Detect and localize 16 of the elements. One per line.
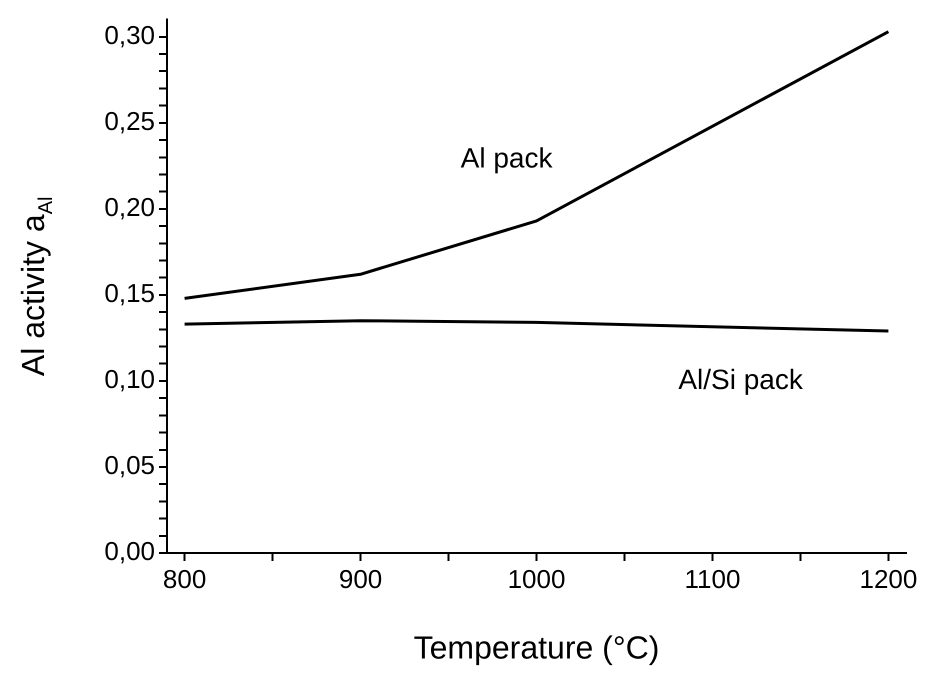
x-tick-label: 1100 xyxy=(684,564,740,594)
series-label: Al pack xyxy=(460,142,554,174)
y-tick-label: 0,30 xyxy=(104,20,155,50)
y-tick-label: 0,15 xyxy=(104,278,155,308)
y-axis-title: Al activity aAl xyxy=(15,196,57,376)
y-tick-label: 0,00 xyxy=(104,536,155,566)
x-tick-label: 900 xyxy=(338,564,382,594)
y-tick-label: 0,20 xyxy=(104,192,155,222)
x-tick-label: 800 xyxy=(162,564,206,594)
x-tick-label: 1000 xyxy=(508,564,566,594)
y-tick-label: 0,25 xyxy=(104,106,155,136)
y-tick-label: 0,10 xyxy=(104,364,155,394)
y-tick-label: 0,05 xyxy=(104,450,155,480)
series-label: Al/Si pack xyxy=(678,364,804,396)
x-tick-label: 1200 xyxy=(859,564,918,594)
x-axis-title: Temperature (°C) xyxy=(414,630,660,666)
